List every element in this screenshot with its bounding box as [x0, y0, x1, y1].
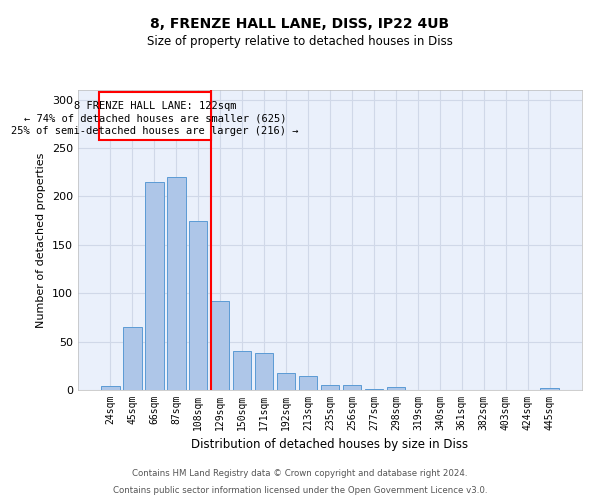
Y-axis label: Number of detached properties: Number of detached properties	[37, 152, 46, 328]
Bar	[145, 182, 164, 390]
Text: Size of property relative to detached houses in Diss: Size of property relative to detached ho…	[147, 35, 453, 48]
Text: 8 FRENZE HALL LANE: 122sqm: 8 FRENZE HALL LANE: 122sqm	[74, 100, 236, 110]
Text: Contains HM Land Registry data © Crown copyright and database right 2024.: Contains HM Land Registry data © Crown c…	[132, 468, 468, 477]
Bar	[541, 388, 559, 390]
Bar	[299, 376, 317, 390]
Bar	[277, 372, 295, 390]
Bar	[211, 301, 229, 390]
Bar	[189, 220, 208, 390]
Bar	[365, 389, 383, 390]
Text: 8, FRENZE HALL LANE, DISS, IP22 4UB: 8, FRENZE HALL LANE, DISS, IP22 4UB	[151, 18, 449, 32]
Text: Contains public sector information licensed under the Open Government Licence v3: Contains public sector information licen…	[113, 486, 487, 495]
X-axis label: Distribution of detached houses by size in Diss: Distribution of detached houses by size …	[191, 438, 469, 452]
Bar	[255, 353, 274, 390]
Bar	[386, 387, 405, 390]
Bar	[167, 177, 185, 390]
Bar	[101, 386, 119, 390]
Bar	[99, 92, 211, 140]
Bar	[123, 327, 142, 390]
Text: ← 74% of detached houses are smaller (625): ← 74% of detached houses are smaller (62…	[24, 113, 286, 123]
Bar	[320, 385, 340, 390]
Text: 25% of semi-detached houses are larger (216) →: 25% of semi-detached houses are larger (…	[11, 126, 299, 136]
Bar	[233, 352, 251, 390]
Bar	[343, 385, 361, 390]
